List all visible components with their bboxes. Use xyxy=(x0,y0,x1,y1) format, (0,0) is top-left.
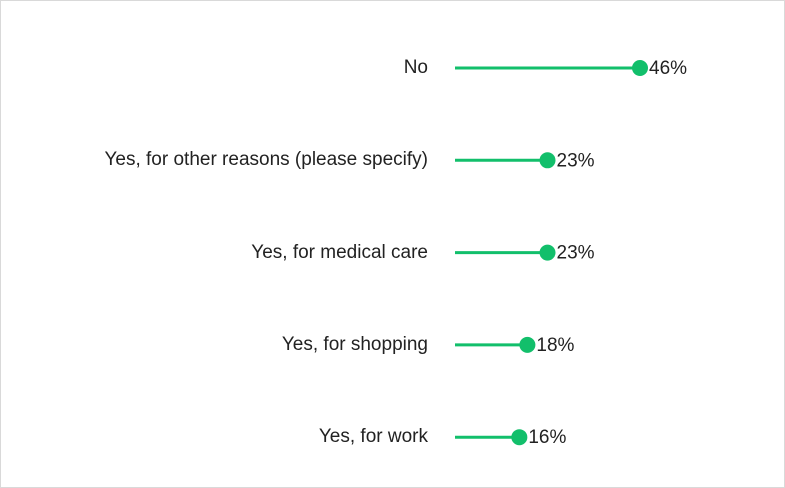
dot xyxy=(539,152,556,169)
value-label: 23% xyxy=(557,150,595,171)
dot xyxy=(511,429,528,446)
dot xyxy=(632,60,648,76)
value-label: 16% xyxy=(528,427,566,448)
category-label: Yes, for work xyxy=(318,426,428,448)
value-label: 23% xyxy=(557,243,595,264)
value-label: 46% xyxy=(649,58,687,79)
category-label: Yes, for other reasons (please specify) xyxy=(104,149,428,171)
value-label: 18% xyxy=(536,335,574,356)
category-label: Yes, for shopping xyxy=(281,333,428,355)
dot xyxy=(519,336,536,353)
dot xyxy=(539,244,556,261)
category-label: Yes, for medical care xyxy=(251,241,428,263)
category-label: No xyxy=(403,57,428,78)
